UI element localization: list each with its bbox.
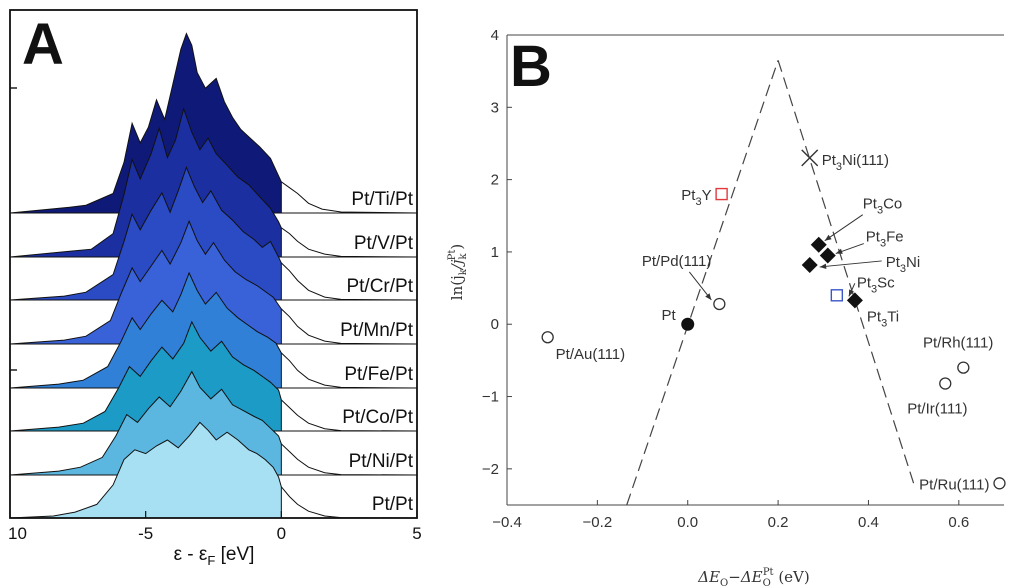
point-pt3sc <box>830 289 844 302</box>
label-pt-au-111: Pt/Au(111) <box>556 346 625 363</box>
label-pt-pd-111: Pt/Pd(111) <box>642 253 711 270</box>
point-labels: Pt/Au(111) Pt Pt/Pd(111) Pt3Y Pt3Ni(111) Pt3C… <box>556 152 994 493</box>
dos-label-pt-fe-pt: Pt/Fe/Pt <box>344 364 413 385</box>
a-tick-label: 10 <box>8 524 27 543</box>
dos-label-pt-cr-pt: Pt/Cr/Pt <box>346 276 413 297</box>
b-x-tick-label: 0.6 <box>948 514 969 531</box>
arrow-pt3sc-head <box>848 289 855 297</box>
arrow-pt3ni-head <box>819 263 827 270</box>
b-y-tick-label: −2 <box>482 461 499 478</box>
point-pt-ru-111 <box>993 477 1006 490</box>
panel-a-x-ticks: 10 -5 0 5 <box>8 87 422 543</box>
dos-label-pt-ni-pt: Pt/Ni/Pt <box>349 451 414 472</box>
point-pt3fe <box>819 247 836 264</box>
label-pt3fe: Pt3Fe <box>866 229 904 250</box>
dos-curve-pt-pt <box>9 421 418 519</box>
point-pt3ni <box>801 256 818 273</box>
panel-b-y-axis-label: ln(jk/jkPt) <box>447 244 469 300</box>
arrow-pt-pd-head <box>705 293 712 300</box>
label-pt-ru-111: Pt/Ru(111) <box>919 476 989 493</box>
dos-curve-pt-fe-pt <box>9 271 418 389</box>
label-pt3sc: Pt3Sc <box>857 274 895 295</box>
point-pt3y <box>715 187 728 201</box>
dos-label-pt-v-pt: Pt/V/Pt <box>354 233 414 254</box>
b-x-tick-label: −0.2 <box>583 514 613 531</box>
dos-curve-labels: Pt/Ti/Pt Pt/V/Pt Pt/Cr/Pt Pt/Mn/Pt Pt/Fe/Pt P… <box>340 189 414 515</box>
point-pt-pd-111 <box>713 297 726 311</box>
volcano-left-branch <box>626 60 779 506</box>
dos-label-pt-ti-pt: Pt/Ti/Pt <box>351 189 413 210</box>
dos-areas <box>9 32 418 519</box>
point-pt3ti <box>846 292 863 309</box>
panel-b-axes: −0.4 −0.2 0.0 0.2 0.4 0.6 −2 −1 0 1 2 3 4 <box>482 27 1004 531</box>
dos-label-pt-co-pt: Pt/Co/Pt <box>342 407 413 428</box>
b-y-tick-label: 4 <box>491 27 499 44</box>
dos-curve-pt-co-pt <box>9 320 418 432</box>
label-pt-rh-111: Pt/Rh(111) <box>923 335 993 352</box>
dos-curve-pt-cr-pt <box>9 166 418 301</box>
a-tick-label: -5 <box>138 524 153 543</box>
arrow-pt3fe-head <box>835 248 843 254</box>
label-pt3co: Pt3Co <box>863 196 903 217</box>
b-x-tick-label: 0.2 <box>768 514 789 531</box>
panel-a-x-axis-label: ε - εF [eV] <box>174 544 255 568</box>
arrow-pt3co-head <box>824 234 832 241</box>
b-x-tick-label: −0.4 <box>492 514 522 531</box>
a-tick-label: 5 <box>412 524 421 543</box>
panel-b-volcano-chart: −0.4 −0.2 0.0 0.2 0.4 0.6 −2 −1 0 1 2 3 4 Pt/Au(111)… <box>447 27 1006 587</box>
panel-a-dos-chart: Pt/Ti/Pt Pt/V/Pt Pt/Cr/Pt Pt/Mn/Pt Pt/Fe/Pt P… <box>0 0 470 587</box>
point-pt <box>681 317 695 331</box>
dos-label-pt-pt: Pt/Pt <box>372 494 414 515</box>
a-tick-label: 0 <box>277 524 286 543</box>
arrow-pt3ni <box>819 260 882 268</box>
dos-label-pt-mn-pt: Pt/Mn/Pt <box>340 320 414 341</box>
b-y-tick-label: 3 <box>491 99 499 116</box>
volcano-right-branch <box>777 60 915 484</box>
label-pt-ir-111: Pt/Ir(111) <box>907 401 967 418</box>
point-pt-ir-111 <box>939 377 952 390</box>
panel-a-letter: A <box>22 12 64 77</box>
dos-curve-pt-ti-pt <box>9 32 418 214</box>
b-y-tick-label: −1 <box>482 389 499 406</box>
b-y-tick-label: 0 <box>491 316 499 333</box>
label-pt: Pt <box>662 307 677 324</box>
label-pt3ni: Pt3Ni <box>886 254 920 275</box>
volcano-lines <box>626 60 915 506</box>
label-pt3ti: Pt3Ti <box>867 308 899 329</box>
dos-curve-pt-mn-pt <box>9 219 418 345</box>
dos-curve-pt-ni-pt <box>9 370 418 476</box>
b-y-tick-label: 2 <box>491 172 499 189</box>
point-pt3ni-111 <box>801 149 819 167</box>
b-x-tick-label: 0.4 <box>858 514 879 531</box>
point-pt3co <box>810 236 827 253</box>
panel-a-frame <box>9 9 418 519</box>
b-x-tick-label: 0.0 <box>677 514 698 531</box>
dos-fill-pt-pt <box>10 422 282 518</box>
label-pt3y: Pt3Y <box>681 187 711 208</box>
label-arrows <box>688 214 882 301</box>
b-y-tick-label: 1 <box>491 244 499 261</box>
arrow-pt3co <box>824 214 864 242</box>
point-pt-au-111 <box>541 331 554 344</box>
panel-b-letter: B <box>510 34 552 99</box>
panel-b-x-axis-label: ΔEO−ΔEOPt (eV) <box>697 567 810 587</box>
point-pt-rh-111 <box>957 361 970 374</box>
data-points <box>541 149 1006 490</box>
dos-curve-pt-v-pt <box>9 107 418 258</box>
label-pt3ni-111: Pt3Ni(111) <box>822 152 889 173</box>
